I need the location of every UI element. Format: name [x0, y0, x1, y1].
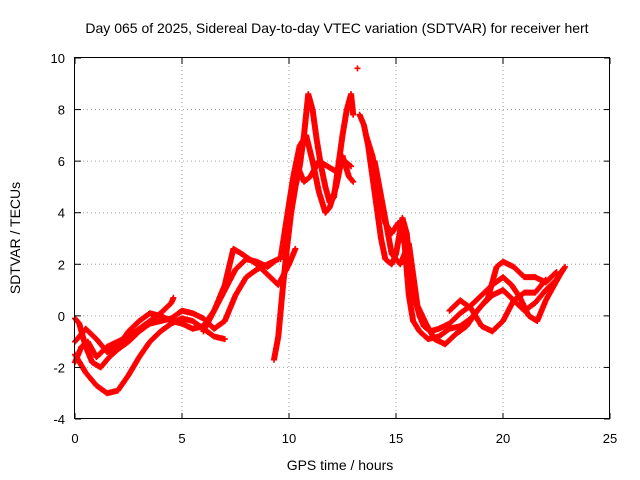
y-tick-label: 6	[58, 154, 65, 169]
y-tick-label: 0	[58, 309, 65, 324]
x-tick-label: 15	[389, 431, 403, 446]
data-trace	[371, 158, 560, 348]
x-tick-label: 25	[603, 431, 617, 446]
chart-title: Day 065 of 2025, Sidereal Day-to-day VTE…	[85, 20, 588, 36]
data-point	[170, 294, 177, 301]
y-tick-label: -2	[53, 360, 65, 375]
y-tick-label: 10	[51, 51, 65, 66]
ticks: 0 5 10 15 20 25 -4 -2 0 2 4 6 8 10	[51, 51, 618, 446]
x-axis-label: GPS time / hours	[287, 457, 394, 473]
data-points	[72, 65, 569, 397]
grid	[75, 58, 610, 419]
x-tick-label: 0	[71, 431, 78, 446]
data-point	[354, 65, 361, 72]
data-trace	[281, 158, 355, 237]
data-point	[269, 259, 276, 266]
x-tick-label: 5	[178, 431, 185, 446]
data-point	[349, 177, 356, 184]
data-point	[553, 269, 560, 276]
data-point	[346, 162, 353, 169]
y-tick-label: 4	[58, 206, 65, 221]
data-trace	[200, 256, 278, 335]
plot-frame	[74, 57, 610, 419]
data-point	[348, 163, 355, 170]
y-tick-label: 2	[58, 257, 65, 272]
data-point	[541, 277, 548, 284]
y-tick-label: -4	[53, 412, 65, 427]
data-trace	[446, 276, 549, 335]
data-point	[221, 336, 228, 343]
data-point	[542, 276, 549, 283]
x-tick-label: 10	[282, 431, 296, 446]
data-point	[350, 178, 357, 185]
data-point	[350, 111, 357, 118]
y-axis-label: SDTVAR / TECUs	[7, 182, 23, 294]
x-tick-label: 20	[496, 431, 510, 446]
data-point	[552, 269, 559, 276]
data-point	[271, 258, 278, 265]
y-tick-label: 8	[58, 103, 65, 118]
data-point	[562, 263, 569, 270]
data-point	[292, 245, 299, 252]
